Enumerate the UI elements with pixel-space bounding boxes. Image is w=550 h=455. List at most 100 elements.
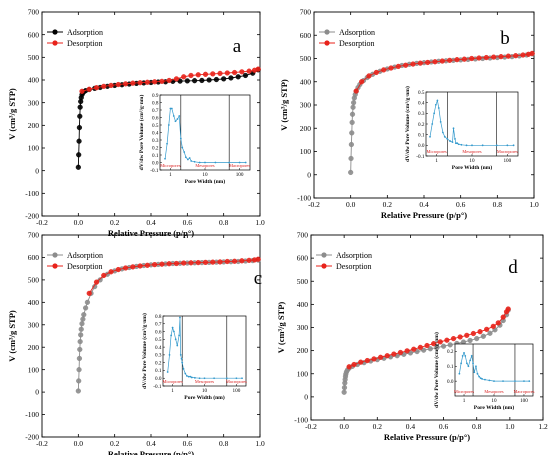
y-tick-label: -100: [25, 189, 39, 198]
data-point: [529, 50, 535, 56]
inset-data-point: [169, 107, 172, 110]
inset-x-tick-label: 1: [169, 172, 172, 178]
y-tick-label: 500: [28, 53, 40, 62]
data-point: [520, 52, 526, 58]
inset-data-point: [181, 361, 184, 364]
x-tick-label: 0.2: [383, 200, 393, 209]
data-point: [239, 258, 245, 264]
data-point: [477, 329, 483, 335]
y-axis-label: V (cm³/g STP): [7, 310, 17, 362]
data-point: [447, 57, 453, 63]
x-tick-label: 1.0: [505, 422, 515, 431]
y-axis-label: V (cm³/g STP): [276, 302, 286, 354]
data-point: [349, 119, 355, 126]
inset-frame: [162, 315, 247, 387]
y-tick-label: 0: [35, 388, 39, 397]
inset-data-point: [466, 362, 468, 365]
inset-region-label: Macropores: [497, 149, 518, 154]
data-point: [101, 83, 107, 89]
x-tick-label: 1.0: [255, 218, 265, 227]
x-tick-label: -0.2: [308, 200, 320, 209]
data-point: [403, 62, 409, 68]
inset-x-tick-label: 10: [202, 172, 208, 178]
data-point: [464, 332, 470, 338]
x-tick-label: 0.0: [74, 218, 84, 227]
inset-data-point: [471, 144, 473, 147]
inset-data-point: [187, 375, 190, 378]
y-axis-label: V (cm³/g STP): [7, 88, 17, 140]
inset-chart: Micropores Mesopores Macropores 1 10 100 -0.1 0…: [404, 86, 519, 171]
data-point: [437, 339, 443, 345]
inset-data-point: [168, 353, 171, 356]
data-point: [457, 334, 463, 340]
inset-data-point: [203, 377, 206, 380]
x-tick-label: 0.2: [110, 439, 120, 448]
legend-label: Desorption: [67, 262, 103, 271]
chart-panel-c: -0.2 0.0 0.2 0.4 0.6 0.8 1.0 -200 -100 0 100 200 300…: [7, 231, 265, 455]
data-point: [86, 86, 92, 92]
inset-data-point: [179, 316, 181, 319]
data-point: [210, 71, 216, 77]
y-tick-label: 400: [28, 298, 40, 307]
inset-y-tick-label: 0.5: [155, 337, 162, 343]
data-point: [159, 261, 165, 267]
y-tick-label: 700: [300, 8, 312, 17]
y-tick-label: 200: [28, 121, 40, 130]
inset-data-point: [523, 380, 525, 383]
y-tick-label: 200: [300, 124, 312, 133]
inset-data-point: [460, 143, 463, 146]
legend-label: Adsorption: [67, 28, 103, 37]
inset-data-point: [179, 137, 182, 140]
data-point: [395, 63, 401, 70]
inset-region-label: Micropores: [454, 389, 475, 394]
chart-panel-a: -0.2 0.0 0.2 0.4 0.6 0.8 1.0 -200 -100 0 100 200 300…: [7, 8, 265, 238]
data-point: [364, 357, 370, 364]
inset-region-label: Macropores: [226, 379, 247, 384]
inset-y-tick-label: 0.0: [152, 160, 159, 166]
inset-data-point: [174, 338, 177, 341]
inset-data-point: [506, 144, 509, 147]
data-point: [490, 323, 496, 329]
data-point: [348, 141, 355, 148]
data-point: [75, 164, 81, 170]
x-tick-label: 0.0: [339, 422, 349, 431]
inset-frame: [159, 94, 251, 171]
data-point: [341, 389, 347, 395]
inset-data-point: [528, 380, 531, 383]
x-tick-label: -0.2: [36, 218, 48, 227]
data-point: [255, 256, 261, 262]
data-point: [487, 330, 493, 336]
data-point: [351, 361, 357, 368]
data-point: [115, 81, 121, 88]
y-axis: -100 0 100 200 300 400 500 600 700: [294, 231, 543, 425]
x-axis-label: Relative Pressure (p/p°): [108, 449, 194, 455]
data-point: [474, 336, 480, 342]
data-point: [231, 69, 238, 76]
y-tick-label: 500: [297, 277, 309, 286]
inset-data-point: [173, 330, 175, 333]
inset-data-point: [465, 144, 468, 147]
data-point: [213, 76, 220, 83]
legend-label: Desorption: [336, 262, 372, 271]
inset-data-point: [193, 376, 196, 379]
inset-data-point: [502, 380, 504, 383]
y-tick-label: 400: [300, 77, 312, 86]
x-tick-label: 0.4: [146, 439, 156, 448]
y-axis-label: V (cm³/g STP): [279, 79, 289, 131]
chart-panel-d: -0.2 0.0 0.2 0.4 0.6 0.8 1.0 1.2 -100 0 100 200 300 4…: [276, 231, 548, 442]
inset-data-point: [470, 354, 473, 357]
data-point: [122, 265, 129, 271]
y-tick-label: 300: [300, 101, 312, 110]
inset-data-point: [176, 118, 179, 120]
inset-data-point: [181, 146, 184, 149]
data-point: [373, 69, 379, 76]
data-point: [137, 80, 143, 86]
data-point: [76, 378, 82, 384]
data-point: [75, 388, 81, 394]
inset-data-point: [172, 115, 175, 117]
y-tick-label: 400: [297, 300, 309, 309]
data-point: [434, 345, 440, 351]
inset-y-axis-label: dV/dw Pore Volume (cm³/g·nm): [433, 332, 440, 408]
inset-data-point: [235, 377, 238, 380]
data-point: [366, 73, 372, 79]
